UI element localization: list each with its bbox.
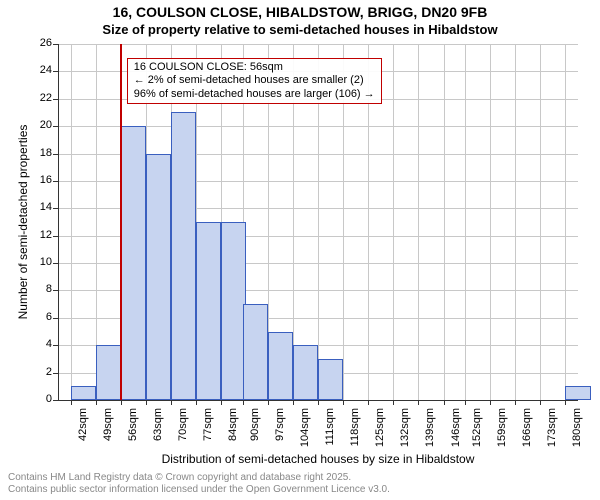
gridline [565, 44, 566, 400]
histogram-bar [196, 222, 221, 400]
annotation-line: ← 2% of semi-detached houses are smaller… [134, 74, 375, 87]
ytick-label: 18 [24, 147, 52, 159]
xtick-label: 84sqm [227, 408, 239, 458]
xtick-label: 139sqm [424, 408, 436, 458]
ytick-label: 4 [24, 338, 52, 350]
annotation-box: 16 COULSON CLOSE: 56sqm← 2% of semi-deta… [127, 58, 382, 104]
xtick-label: 166sqm [521, 408, 533, 458]
ytick-label: 6 [24, 311, 52, 323]
xtick-label: 63sqm [152, 408, 164, 458]
y-axis-line [58, 44, 59, 400]
xtick-label: 111sqm [324, 408, 336, 458]
chart-title-line2: Size of property relative to semi-detach… [0, 22, 600, 37]
gridline [515, 44, 516, 400]
xtick-label: 118sqm [349, 408, 361, 458]
gridline [540, 44, 541, 400]
footer-line1: Contains HM Land Registry data © Crown c… [8, 472, 390, 484]
xtick-label: 125sqm [374, 408, 386, 458]
footer-line2: Contains public sector information licen… [8, 484, 390, 496]
histogram-bar [121, 126, 146, 400]
gridline [71, 44, 72, 400]
histogram-bar [293, 345, 318, 400]
xtick-label: 97sqm [274, 408, 286, 458]
x-axis-line [58, 400, 578, 401]
annotation-line: 16 COULSON CLOSE: 56sqm [134, 61, 375, 74]
ytick-label: 16 [24, 174, 52, 186]
ytick-label: 0 [24, 393, 52, 405]
chart-title-line1: 16, COULSON CLOSE, HIBALDSTOW, BRIGG, DN… [0, 4, 600, 20]
xtick-label: 77sqm [202, 408, 214, 458]
histogram-bar [565, 386, 590, 400]
gridline [418, 44, 419, 400]
xtick-label: 70sqm [177, 408, 189, 458]
histogram-bar [146, 154, 171, 400]
xtick-label: 104sqm [299, 408, 311, 458]
gridline [444, 44, 445, 400]
histogram-bar [171, 112, 196, 400]
xtick-label: 90sqm [249, 408, 261, 458]
ytick-label: 22 [24, 92, 52, 104]
chart-container: 16, COULSON CLOSE, HIBALDSTOW, BRIGG, DN… [0, 0, 600, 500]
histogram-bar [243, 304, 268, 400]
histogram-bar [71, 386, 96, 400]
y-axis-label: Number of semi-detached properties [16, 112, 30, 332]
xtick-label: 132sqm [399, 408, 411, 458]
histogram-bar [96, 345, 121, 400]
xtick-label: 159sqm [496, 408, 508, 458]
ytick-label: 14 [24, 201, 52, 213]
gridline [465, 44, 466, 400]
annotation-line: 96% of semi-detached houses are larger (… [134, 88, 375, 101]
ytick-label: 2 [24, 366, 52, 378]
xtick-label: 42sqm [77, 408, 89, 458]
gridline [393, 44, 394, 400]
ytick-label: 8 [24, 283, 52, 295]
gridline [490, 44, 491, 400]
ytick-label: 10 [24, 256, 52, 268]
x-axis-label: Distribution of semi-detached houses by … [58, 452, 578, 466]
ytick-label: 24 [24, 64, 52, 76]
histogram-bar [318, 359, 343, 400]
xtick-label: 173sqm [546, 408, 558, 458]
plot-area: 0246810121416182022242642sqm49sqm56sqm63… [58, 44, 578, 400]
xtick-label: 180sqm [571, 408, 583, 458]
xtick-label: 146sqm [450, 408, 462, 458]
marker-line [120, 44, 122, 400]
xtick-label: 152sqm [471, 408, 483, 458]
ytick-label: 12 [24, 229, 52, 241]
footer-attribution: Contains HM Land Registry data © Crown c… [4, 472, 390, 496]
ytick-label: 20 [24, 119, 52, 131]
xtick-label: 56sqm [127, 408, 139, 458]
xtick-label: 49sqm [102, 408, 114, 458]
ytick-label: 26 [24, 37, 52, 49]
histogram-bar [268, 332, 293, 400]
